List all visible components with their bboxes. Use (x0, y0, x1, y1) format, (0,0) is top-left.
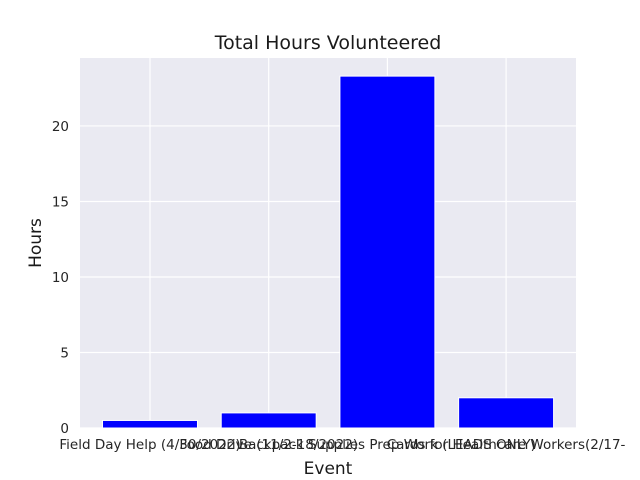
y-tick-label: 0 (60, 421, 69, 437)
y-tick-labels: 0 5 10 15 20 (52, 119, 69, 437)
x-tick-label: Field Day Help (4/30/2022) (59, 437, 240, 453)
x-tick-labels: Field Day Help (4/30/2022)Food Drive (11… (59, 437, 625, 453)
y-tick-label: 10 (52, 270, 69, 286)
y-tick-label: 20 (52, 119, 69, 135)
x-axis-label: Event (304, 459, 353, 479)
x-tick-label: Backpack Supplies Prep Work (LEADS ONLY) (239, 437, 536, 453)
plot-background (80, 58, 576, 428)
bar (458, 397, 555, 429)
bar (102, 419, 198, 429)
y-axis-label: Hours (26, 218, 46, 268)
x-tick-label: Cards for Healthcare Workers(2/17- (387, 437, 626, 453)
y-tick-label: 15 (52, 194, 69, 210)
bar (339, 75, 436, 429)
y-tick-label: 5 (60, 345, 69, 361)
bars (102, 75, 555, 429)
chart-title: Total Hours Volunteered (214, 32, 442, 54)
grid-lines (80, 58, 576, 429)
x-tick-label: Food Drive (11/2-18/2022) (179, 437, 358, 453)
bar (220, 412, 317, 429)
